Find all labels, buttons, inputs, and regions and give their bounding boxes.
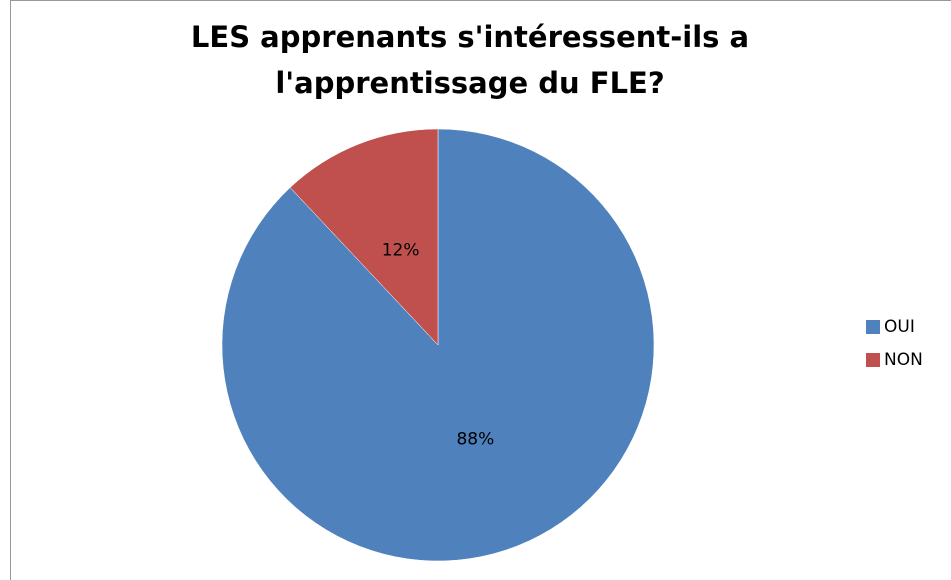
chart-border (10, 0, 951, 580)
data-label: 88% (456, 429, 494, 449)
legend-label: NON (884, 350, 923, 370)
legend-label: OUI (884, 317, 915, 337)
chart-title: LES apprenants s'intéressent-ils a l'app… (190, 20, 750, 100)
data-label: 12% (382, 241, 420, 261)
pie-slice (289, 128, 439, 346)
legend-swatch (866, 353, 880, 367)
legend-swatch (866, 320, 880, 334)
